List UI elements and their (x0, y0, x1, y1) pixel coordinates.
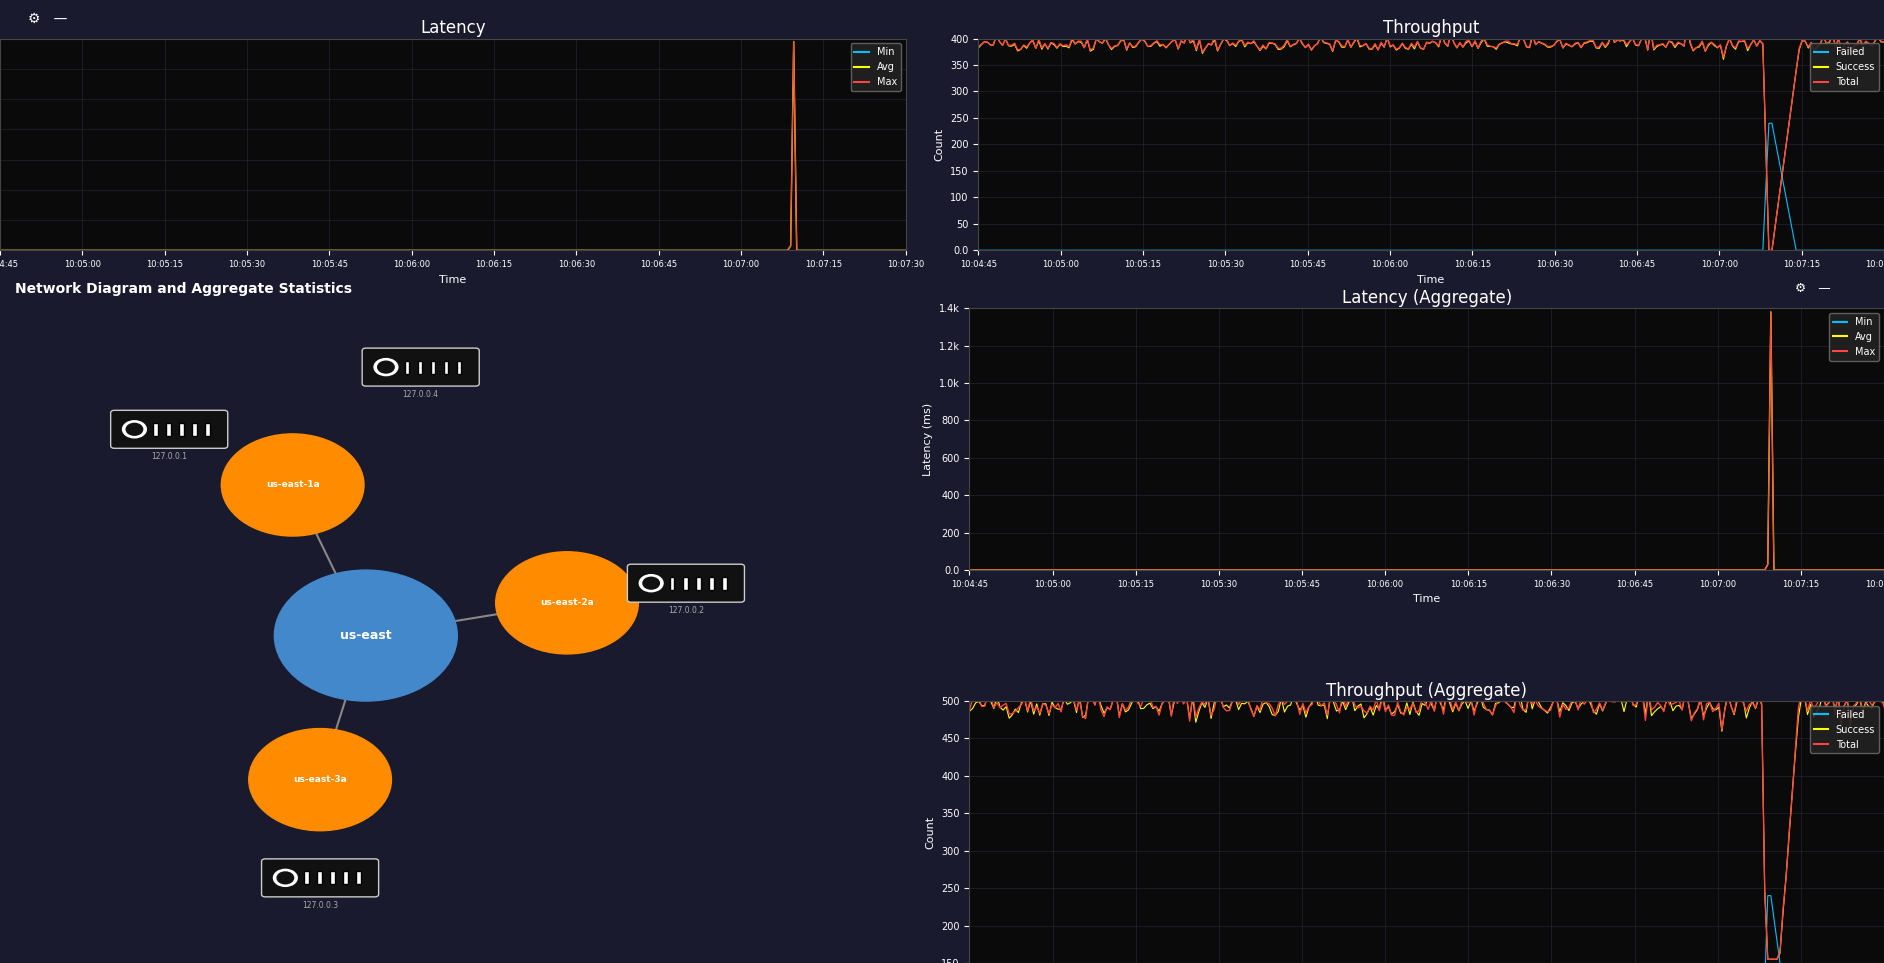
FancyBboxPatch shape (303, 872, 309, 884)
FancyBboxPatch shape (695, 577, 701, 589)
Legend: Failed, Success, Total: Failed, Success, Total (1811, 706, 1878, 753)
Text: ⚙   —: ⚙ — (1795, 282, 1831, 296)
FancyBboxPatch shape (262, 859, 379, 897)
FancyBboxPatch shape (445, 360, 448, 374)
FancyBboxPatch shape (330, 872, 335, 884)
Legend: Min, Avg, Max: Min, Avg, Max (850, 43, 901, 91)
Text: 127.0.0.1: 127.0.0.1 (151, 453, 187, 461)
Circle shape (273, 870, 298, 886)
Legend: Failed, Success, Total: Failed, Success, Total (1811, 43, 1878, 91)
FancyBboxPatch shape (708, 577, 714, 589)
Text: us-east-3a: us-east-3a (294, 775, 347, 784)
Text: 127.0.0.4: 127.0.0.4 (403, 390, 439, 399)
FancyBboxPatch shape (722, 577, 727, 589)
FancyBboxPatch shape (456, 360, 462, 374)
X-axis label: Time: Time (1413, 594, 1441, 605)
Circle shape (377, 361, 394, 373)
FancyBboxPatch shape (317, 872, 322, 884)
FancyBboxPatch shape (405, 360, 409, 374)
FancyBboxPatch shape (682, 577, 688, 589)
Circle shape (639, 575, 663, 591)
X-axis label: Time: Time (439, 274, 467, 285)
Title: Latency: Latency (420, 19, 486, 37)
Text: 127.0.0.3: 127.0.0.3 (301, 900, 337, 910)
Circle shape (126, 424, 143, 435)
Circle shape (122, 421, 147, 438)
X-axis label: Time: Time (1417, 274, 1445, 285)
FancyBboxPatch shape (205, 423, 209, 436)
Text: Network Diagram and Aggregate Statistics: Network Diagram and Aggregate Statistics (15, 282, 352, 296)
Y-axis label: Count: Count (925, 816, 936, 848)
Circle shape (249, 729, 392, 831)
FancyBboxPatch shape (192, 423, 196, 436)
Circle shape (277, 872, 294, 884)
Title: Throughput: Throughput (1383, 19, 1479, 37)
Title: Latency (Aggregate): Latency (Aggregate) (1341, 289, 1511, 306)
Text: ⚙   —: ⚙ — (28, 13, 68, 26)
FancyBboxPatch shape (153, 423, 158, 436)
FancyBboxPatch shape (418, 360, 422, 374)
Text: us-east: us-east (339, 629, 392, 642)
Circle shape (220, 434, 364, 536)
Circle shape (642, 577, 659, 589)
Legend: Min, Avg, Max: Min, Avg, Max (1829, 313, 1878, 360)
Text: us-east-1a: us-east-1a (266, 481, 320, 489)
Circle shape (375, 358, 398, 376)
Y-axis label: Latency (ms): Latency (ms) (923, 403, 933, 476)
FancyBboxPatch shape (671, 577, 674, 589)
Text: 127.0.0.2: 127.0.0.2 (669, 606, 705, 615)
FancyBboxPatch shape (356, 872, 362, 884)
FancyBboxPatch shape (179, 423, 185, 436)
FancyBboxPatch shape (362, 348, 479, 386)
Text: us-east-2a: us-east-2a (541, 598, 593, 608)
FancyBboxPatch shape (166, 423, 171, 436)
Circle shape (275, 570, 458, 701)
Circle shape (495, 552, 639, 654)
FancyBboxPatch shape (111, 410, 228, 449)
Title: Throughput (Aggregate): Throughput (Aggregate) (1326, 682, 1528, 699)
FancyBboxPatch shape (343, 872, 349, 884)
FancyBboxPatch shape (627, 564, 744, 602)
FancyBboxPatch shape (431, 360, 435, 374)
Y-axis label: Count: Count (934, 128, 944, 161)
